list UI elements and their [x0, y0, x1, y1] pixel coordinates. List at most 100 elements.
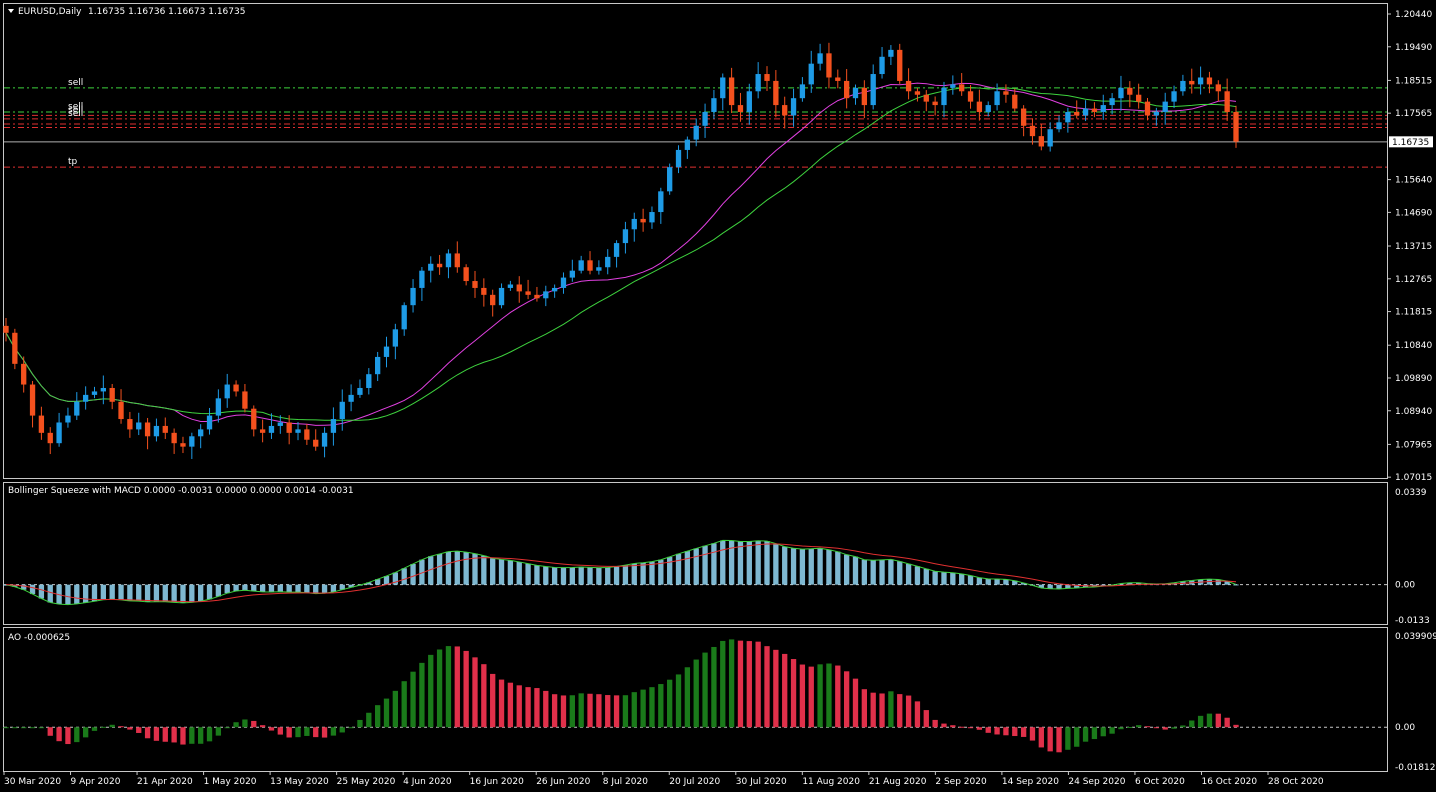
ao-bar [348, 727, 354, 729]
macd-bar [127, 584, 133, 601]
macd-bar [923, 568, 929, 585]
time-axis-label: 26 Jun 2020 [536, 777, 590, 787]
candle-body [658, 191, 664, 213]
macd-bar [100, 584, 106, 600]
ao-bar [737, 640, 744, 728]
ao-bar [525, 687, 531, 728]
macd-indicator [3, 539, 1387, 606]
macd-bar [472, 553, 478, 585]
candle-body [47, 432, 53, 444]
ao-bar [702, 652, 708, 728]
candle-body [445, 253, 452, 268]
candle-body [596, 267, 602, 271]
macd-bar [136, 584, 142, 602]
ao-bar [932, 719, 938, 728]
ao-bar [649, 687, 655, 728]
ao-bar [392, 690, 399, 728]
ao-bar [498, 679, 505, 728]
ao-axis-label: 0.00 [1395, 723, 1415, 733]
macd-bar [375, 579, 381, 585]
macd-bar [861, 559, 867, 585]
macd-bar [587, 567, 593, 585]
time-axis: 30 Mar 2020 9 Apr 2020 21 Apr 2020 1 May 20… [3, 771, 1324, 787]
candle-body [534, 294, 540, 299]
ao-bar [835, 665, 841, 728]
candle-body [410, 287, 416, 306]
macd-bar [171, 584, 177, 603]
candle-body [1127, 87, 1133, 95]
macd-bar [560, 567, 567, 585]
macd-bar [870, 560, 876, 585]
macd-bar [914, 566, 921, 585]
ao-bar [852, 678, 859, 728]
candle-body [180, 443, 186, 447]
candle-body [383, 346, 390, 357]
candle-body [667, 167, 673, 192]
macd-bar [180, 584, 186, 603]
ao-bar [569, 695, 575, 728]
ao-bar [29, 727, 36, 729]
ao-bar [401, 681, 407, 728]
time-axis-label: 4 Jun 2020 [403, 777, 452, 787]
candle-body [737, 105, 744, 112]
ao-bar [1100, 727, 1106, 737]
ao-bar [127, 727, 133, 730]
price-axis: 1.20440 1.19490 1.18515 1.17565 1.15640 1.146… [1387, 10, 1436, 773]
ao-bar [1162, 727, 1168, 730]
ao-bar [206, 727, 213, 742]
candle-body [357, 387, 363, 395]
time-axis-label: 16 Jun 2020 [470, 777, 524, 787]
ao-bar [1074, 727, 1080, 747]
ao-bar [47, 727, 53, 736]
ao-bar [1171, 727, 1177, 729]
candle-body [1136, 94, 1142, 102]
macd-bar [640, 562, 646, 585]
macd-bar [321, 584, 328, 594]
candle-body [967, 91, 974, 102]
price-axis-label: 1.15640 [1395, 176, 1432, 186]
ao-bar [428, 654, 434, 728]
macd-bar [507, 560, 514, 585]
candle-body [1082, 108, 1089, 116]
ao-bar [153, 727, 160, 741]
ao-bar [667, 679, 673, 728]
macd-bar [242, 584, 248, 591]
macd-bar [295, 584, 301, 593]
candle-body [543, 291, 549, 299]
candle-body [3, 325, 9, 333]
ao-bar [74, 727, 80, 743]
ao-bar [985, 727, 991, 733]
time-axis-label: 21 Apr 2020 [137, 777, 193, 787]
ao-bar [516, 685, 522, 728]
candle-body [100, 387, 106, 392]
macd-axis-label: -0.0133 [1395, 616, 1430, 626]
ao-bar [171, 727, 177, 743]
candle-body [1038, 136, 1044, 147]
dropdown-triangle-icon[interactable] [8, 9, 14, 13]
candle-body [375, 356, 381, 375]
candle-body [1118, 87, 1124, 99]
macd-bar [888, 559, 894, 585]
chart-header[interactable]: EURUSD,Daily 1.16735 1.16736 1.16673 1.1… [8, 7, 245, 17]
ao-bar [976, 727, 983, 730]
ao-bar [1136, 725, 1142, 728]
ao-bar [65, 727, 71, 745]
macd-axis-label: 0.0339 [1395, 488, 1427, 498]
ao-bar [3, 727, 9, 729]
candle-body [551, 287, 558, 292]
macd-bar [401, 568, 407, 585]
candle-body [313, 439, 319, 447]
candle-body [932, 101, 938, 106]
ao-bar [330, 727, 337, 736]
ao-bar [233, 722, 239, 728]
candle-body [861, 87, 867, 106]
macd-bar [578, 566, 584, 585]
candle-body [82, 394, 89, 402]
macd-bar [1074, 584, 1080, 589]
candle-body [720, 77, 726, 99]
price-axis-label: 1.07965 [1395, 440, 1432, 450]
macd-bar [1136, 582, 1142, 585]
macd-bar [153, 584, 160, 602]
ao-bar [587, 693, 593, 728]
